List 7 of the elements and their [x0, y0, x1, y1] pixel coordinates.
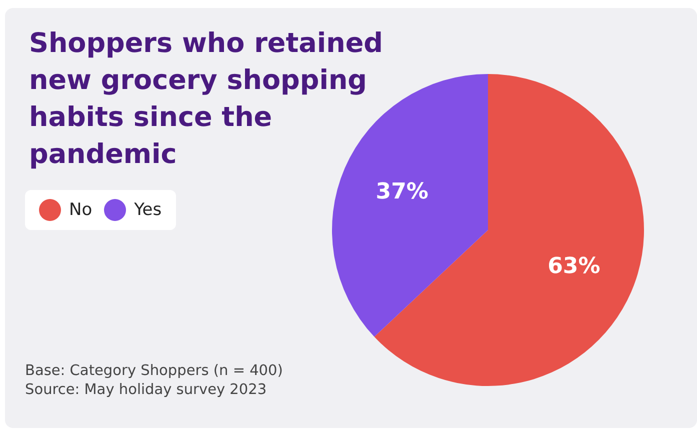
legend-label: No: [69, 200, 92, 220]
source-note: Source: May holiday survey 2023: [25, 381, 268, 400]
text: Base: Category Shoppers (n = 400): [25, 362, 283, 381]
data-label: 37%: [376, 180, 428, 205]
chart-title: Shoppers who retained new grocery shopping habits since the pandemic: [29, 27, 384, 172]
legend-label: Yes: [134, 200, 162, 220]
data-label: 63%: [548, 254, 600, 279]
